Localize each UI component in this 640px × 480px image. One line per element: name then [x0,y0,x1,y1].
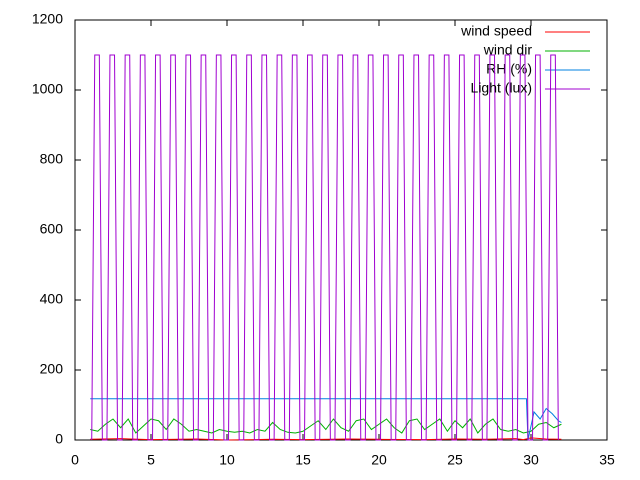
legend-label: Light (lux) [471,80,532,96]
x-tick-label: 20 [371,452,387,468]
series-line [90,398,562,441]
y-tick-label: 200 [40,361,64,377]
y-tick-label: 800 [40,151,64,167]
x-tick-label: 25 [447,452,463,468]
x-tick-label: 15 [295,452,311,468]
series-line [91,54,559,441]
y-tick-label: 0 [55,431,63,447]
series-line [90,437,562,441]
y-tick-label: 1200 [32,11,63,27]
series-line [90,418,562,434]
legend-label: wind dir [483,42,533,58]
x-tick-label: 30 [523,452,539,468]
x-tick-label: 0 [71,452,79,468]
y-tick-label: 1000 [32,81,63,97]
legend-label: wind speed [460,23,532,39]
x-tick-label: 5 [147,452,155,468]
x-tick-label: 35 [599,452,615,468]
x-tick-label: 10 [219,452,235,468]
y-tick-label: 600 [40,221,64,237]
y-tick-label: 400 [40,291,64,307]
